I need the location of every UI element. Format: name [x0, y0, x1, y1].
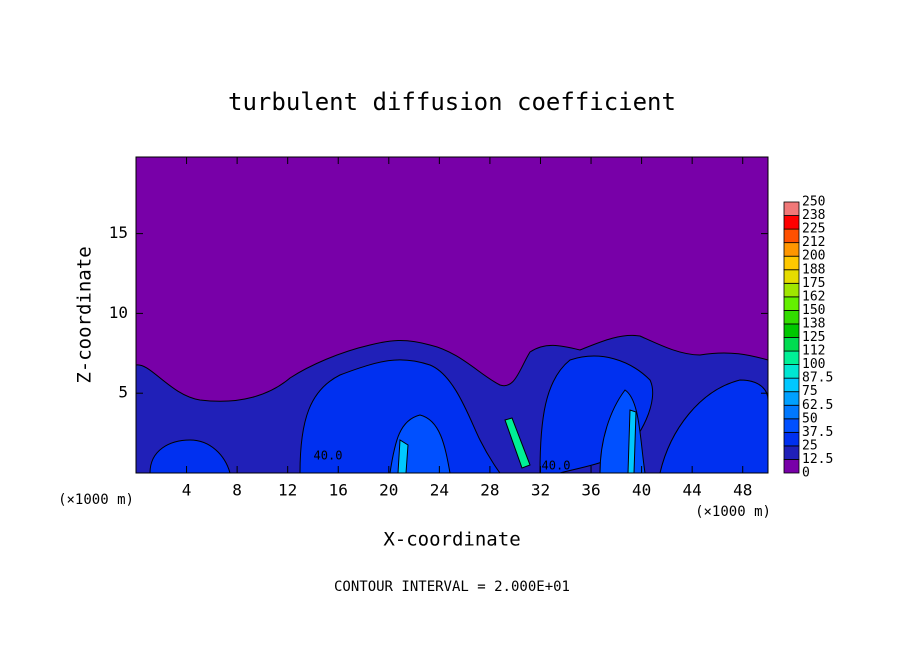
colorbar-label: 87.5 [802, 371, 833, 386]
x-tick-label: 20 [379, 481, 398, 500]
x-tick-label: 8 [232, 481, 242, 500]
plot-frame [135, 156, 769, 474]
contour-region [299, 359, 501, 473]
x-unit-right: (×1000 m) [695, 504, 771, 520]
contour-region [659, 379, 768, 473]
x-tick-label: 40 [632, 481, 651, 500]
colorbar-label: 138 [802, 316, 825, 331]
colorbar-box [783, 337, 800, 352]
colorbar-box [783, 255, 800, 271]
colorbar-label: 12.5 [802, 452, 833, 467]
colorbar-box [783, 282, 800, 298]
chart-title: turbulent diffusion coefficient [228, 88, 676, 116]
colorbar-label: 112 [802, 344, 825, 359]
x-tick-label: 48 [733, 481, 752, 500]
colorbar-box [783, 323, 800, 338]
colorbar-box [783, 201, 800, 216]
colorbar-box [783, 459, 800, 474]
colorbar-label: 225 [802, 222, 825, 237]
x-unit-left: (×1000 m) [58, 492, 134, 508]
x-tick-label: 44 [683, 481, 702, 500]
x-tick-label: 16 [329, 481, 348, 500]
colorbar-box [783, 350, 800, 365]
colorbar-box [783, 296, 800, 311]
x-axis-label: X-coordinate [383, 529, 520, 551]
x-tick-label: 28 [480, 481, 499, 500]
colorbar-box [783, 242, 800, 257]
colorbar-box [783, 418, 800, 433]
contour-region [149, 439, 231, 473]
colorbar-label: 162 [802, 289, 825, 304]
colorbar-box [783, 377, 800, 393]
x-tick-label: 12 [278, 481, 297, 500]
footer: CONTOUR INTERVAL = 2.000E+01 [334, 579, 570, 595]
x-tick-label: 32 [531, 481, 550, 500]
y-tick-label: 10 [109, 303, 128, 322]
contour-region [627, 409, 637, 473]
colorbar-label: 238 [802, 208, 825, 223]
colorbar-label: 75 [802, 384, 818, 399]
colorbar-label: 212 [802, 235, 825, 250]
x-tick-label: 24 [430, 481, 449, 500]
y-tick-label: 15 [109, 223, 128, 242]
colorbar-label: 62.5 [802, 398, 833, 413]
colorbar-label: 50 [802, 411, 818, 426]
colorbar-label: 200 [802, 249, 825, 264]
colorbar-box [783, 269, 800, 284]
colorbar-label: 37.5 [802, 425, 833, 440]
colorbar-label: 188 [802, 262, 825, 277]
x-tick-label: 36 [581, 481, 600, 500]
colorbar-box [783, 228, 800, 244]
colorbar-label: 150 [802, 303, 825, 318]
colorbar-box [783, 391, 800, 406]
colorbar-label: 25 [802, 438, 818, 453]
colorbar-box [783, 215, 800, 230]
colorbar-box [783, 431, 800, 447]
colorbar-label: 250 [802, 195, 825, 210]
colorbar-label: 100 [802, 357, 825, 372]
colorbar-box [783, 404, 800, 420]
colorbar-label: 175 [802, 276, 825, 291]
contour-region [504, 417, 531, 469]
y-axis-label: Z-coordinate [74, 246, 96, 383]
contour-region [397, 439, 409, 473]
contour-label: 40.0 [542, 459, 571, 473]
colorbar-label: 0 [802, 466, 810, 481]
y-tick-label: 5 [118, 383, 128, 402]
colorbar-label: 125 [802, 330, 825, 345]
contour-label: 40.0 [314, 449, 343, 463]
x-tick-label: 4 [182, 481, 192, 500]
colorbar-box [783, 364, 800, 379]
colorbar-box [783, 445, 800, 460]
colorbar-box [783, 309, 800, 325]
